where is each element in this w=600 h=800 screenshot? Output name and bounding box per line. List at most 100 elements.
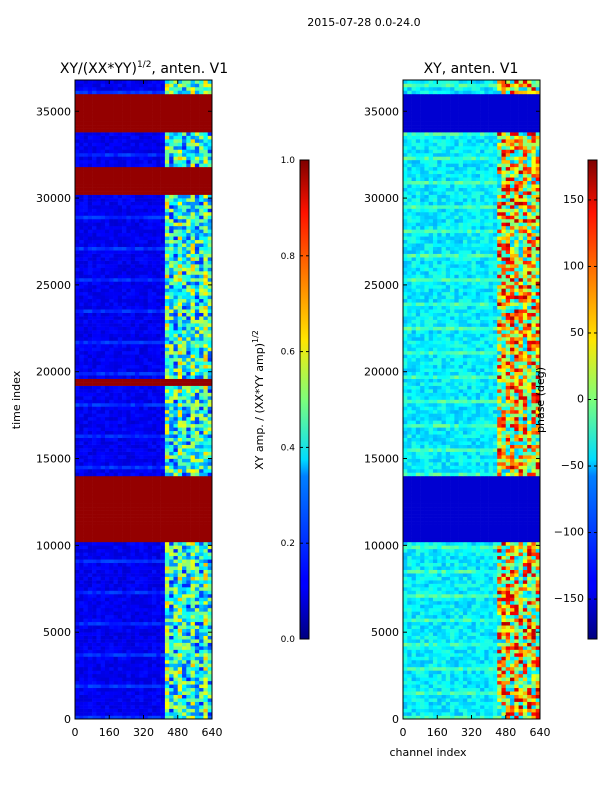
- left-heat-cell: [194, 423, 200, 428]
- left-heat-cell: [186, 455, 191, 459]
- left-heat-cell: [122, 687, 127, 692]
- left-heat-cell: [87, 229, 93, 234]
- left-heat-cell: [173, 375, 179, 379]
- left-heat-cell: [75, 267, 80, 272]
- left-heat-cell: [134, 253, 140, 258]
- left-heat-cell: [109, 455, 114, 459]
- left-heat-cell: [143, 430, 149, 435]
- left-heat-cell: [139, 625, 144, 629]
- left-heat-cell: [87, 239, 93, 244]
- left-heat-cell: [156, 406, 161, 411]
- left-heat-cell: [182, 496, 187, 501]
- left-heat-cell: [173, 180, 179, 185]
- left-heat-cell: [199, 198, 204, 202]
- left-heat-cell: [122, 343, 127, 348]
- left-heat-cell: [177, 545, 183, 550]
- left-heat-cell: [199, 684, 204, 689]
- left-heat-cell: [104, 284, 110, 289]
- left-heat-cell: [207, 468, 212, 473]
- left-heat-cell: [96, 576, 101, 581]
- left-heat-cell: [156, 298, 161, 303]
- left-heat-cell: [87, 264, 93, 268]
- left-heat-cell: [122, 239, 127, 244]
- left-heat-cell: [134, 687, 140, 692]
- left-heat-cell: [134, 305, 140, 310]
- left-heat-cell: [147, 302, 153, 307]
- left-heat-cell: [75, 521, 80, 525]
- left-heat-cell: [79, 423, 84, 428]
- left-heat-cell: [177, 587, 183, 591]
- left-heat-cell: [113, 305, 119, 310]
- left-heat-cell: [134, 236, 140, 241]
- left-heat-cell: [139, 371, 144, 376]
- left-heat-cell: [190, 225, 196, 230]
- left-heat-cell: [104, 218, 110, 223]
- left-heat-cell: [203, 600, 209, 605]
- left-heat-cell: [173, 319, 179, 324]
- left-heat-cell: [156, 319, 161, 324]
- left-heat-cell: [207, 312, 212, 317]
- left-heat-cell: [75, 656, 80, 661]
- left-heat-cell: [177, 701, 183, 706]
- left-heat-cell: [203, 281, 209, 286]
- left-heat-cell: [143, 493, 149, 498]
- left-heat-cell: [109, 260, 114, 265]
- left-heat-cell: [113, 392, 119, 397]
- left-heat-cell: [109, 583, 114, 588]
- left-heat-cell: [83, 653, 89, 657]
- left-heat-cell: [92, 531, 97, 536]
- left-heat-cell: [122, 465, 127, 470]
- left-heat-cell: [96, 545, 101, 550]
- left-heat-cell: [164, 559, 170, 564]
- left-heat-cell: [92, 590, 97, 595]
- left-heat-cell: [139, 409, 144, 414]
- left-heat-cell: [92, 628, 97, 633]
- left-heat-cell: [207, 646, 212, 650]
- left-heat-cell: [152, 614, 157, 619]
- left-heat-cell: [173, 639, 179, 643]
- left-heat-cell: [199, 423, 204, 428]
- left-heat-cell: [75, 455, 80, 459]
- left-heat-cell: [194, 413, 200, 418]
- left-heat-cell: [92, 389, 97, 393]
- left-heat-cell: [126, 479, 131, 484]
- left-heat-cell: [173, 712, 179, 716]
- left-heat-cell: [207, 580, 212, 584]
- left-heat-cell: [152, 208, 157, 213]
- left-heat-cell: [126, 597, 131, 602]
- left-heat-cell: [160, 409, 166, 414]
- left-heat-cell: [169, 239, 174, 244]
- left-heat-cell: [75, 409, 80, 414]
- left-heat-cell: [139, 455, 144, 459]
- left-heat-cell: [152, 295, 157, 300]
- left-heat-cell: [173, 246, 179, 251]
- left-heat-cell: [160, 177, 166, 182]
- left-heat-cell: [122, 559, 127, 564]
- left-heat-cell: [182, 451, 187, 456]
- left-heat-cell: [164, 326, 170, 331]
- left-heat-cell: [156, 236, 161, 241]
- left-heat-cell: [109, 559, 114, 564]
- left-heat-cell: [75, 347, 80, 352]
- left-heat-cell: [186, 496, 191, 501]
- left-heat-cell: [164, 361, 170, 366]
- left-heat-cell: [143, 708, 149, 713]
- left-heat-cell: [194, 462, 200, 466]
- left-heat-cell: [177, 621, 183, 626]
- left-heat-cell: [164, 611, 170, 616]
- left-heat-cell: [87, 316, 93, 320]
- left-heat-cell: [109, 208, 114, 213]
- left-heat-cell: [79, 621, 84, 626]
- left-heat-cell: [134, 493, 140, 498]
- left-heat-cell: [190, 587, 196, 591]
- left-heat-cell: [109, 225, 114, 230]
- left-heat-cell: [113, 281, 119, 286]
- left-heat-cell: [75, 618, 80, 623]
- left-heat-cell: [139, 482, 144, 487]
- left-heat-cell: [190, 330, 196, 334]
- left-heat-cell: [104, 527, 110, 532]
- left-heat-cell: [113, 475, 119, 480]
- left-heat-cell: [104, 531, 110, 536]
- left-heat-cell: [92, 576, 97, 581]
- left-heat-cell: [186, 527, 191, 532]
